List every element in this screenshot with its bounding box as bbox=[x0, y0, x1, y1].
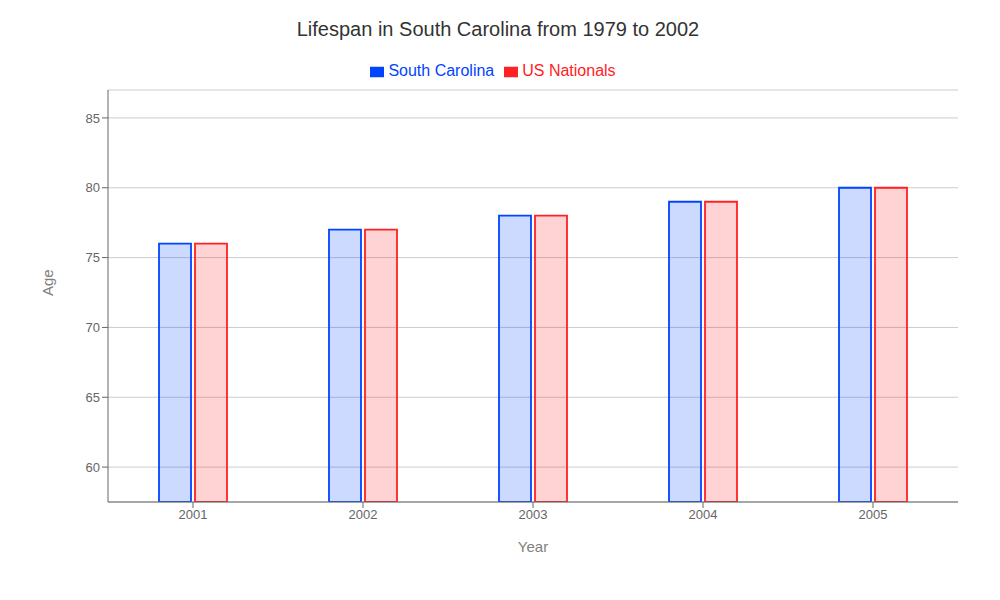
svg-text:2004: 2004 bbox=[689, 507, 718, 522]
html-text:Lifespan in South Carolina fro: Lifespan in South Carolina from 1979 to … bbox=[296, 18, 700, 40]
svg-text:Age: Age bbox=[39, 269, 56, 296]
html-text:South Carolina: South Carolina bbox=[388, 62, 495, 79]
svg-text:Year: Year bbox=[518, 538, 548, 555]
svg-text:2001: 2001 bbox=[179, 507, 208, 522]
svg-text:65: 65 bbox=[86, 390, 100, 405]
svg-text:80: 80 bbox=[86, 180, 100, 195]
svg-text:75: 75 bbox=[86, 250, 100, 265]
svg-text:70: 70 bbox=[86, 320, 100, 335]
html-text:US Nationals: US Nationals bbox=[522, 62, 616, 79]
svg-text:2005: 2005 bbox=[859, 507, 888, 522]
svg-text:2002: 2002 bbox=[349, 507, 378, 522]
svg-text:2003: 2003 bbox=[519, 507, 548, 522]
svg-text:85: 85 bbox=[86, 111, 100, 126]
svg-text:60: 60 bbox=[86, 460, 100, 475]
